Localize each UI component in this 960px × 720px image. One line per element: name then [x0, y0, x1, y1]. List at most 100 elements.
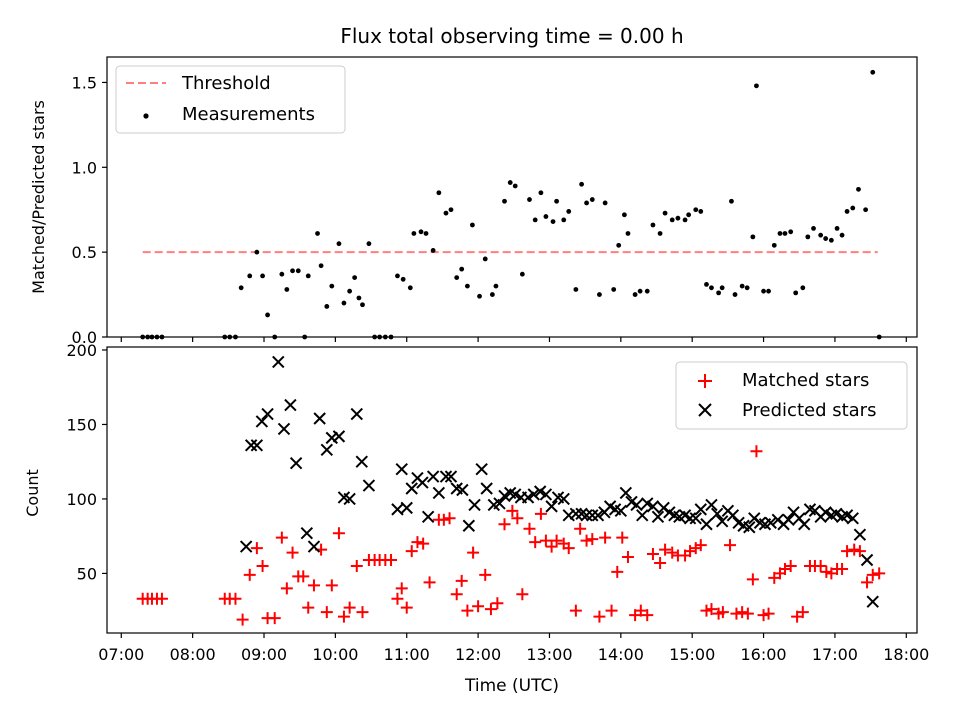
measurement-point — [863, 207, 869, 213]
legend-threshold-label: Threshold — [181, 73, 271, 94]
predicted-star-marker — [853, 528, 867, 541]
predicted-star-marker — [860, 553, 874, 567]
predicted-star-marker — [480, 482, 493, 495]
matched-star-marker — [641, 609, 654, 622]
bottom-xtick-label: 13:00 — [526, 645, 572, 664]
measurement-point — [729, 198, 734, 204]
matched-star-marker — [479, 568, 492, 581]
predicted-star-marker — [355, 455, 368, 468]
measurement-point — [675, 215, 681, 221]
measurement-point — [682, 217, 688, 223]
matched-star-marker — [736, 606, 749, 619]
matched-star-marker — [297, 570, 310, 583]
measurement-point — [573, 287, 579, 292]
predicted-star-marker — [468, 498, 481, 512]
legend-matched-swatch — [698, 374, 712, 388]
measurement-point — [561, 217, 567, 223]
matched-star-marker — [350, 559, 363, 572]
top-xticks — [120, 337, 907, 342]
measurement-point — [341, 300, 347, 306]
predicted-star-marker — [362, 479, 376, 492]
measurement-point — [527, 197, 532, 202]
measurement-point — [597, 292, 602, 297]
predicted-star-marker — [405, 482, 418, 495]
top-legend: Threshold Measurements — [115, 65, 346, 134]
matched-star-marker — [873, 567, 886, 580]
measurement-point — [459, 266, 465, 272]
matched-star-marker — [659, 543, 672, 556]
measurement-point — [324, 304, 330, 309]
matched-star-marker — [705, 603, 718, 616]
matched-star-marker — [443, 512, 456, 525]
measurement-point — [719, 285, 725, 291]
measurement-point — [265, 312, 270, 318]
matched-star-marker — [307, 579, 320, 592]
predicted-star-marker — [866, 595, 879, 608]
measurement-point — [418, 229, 424, 235]
measurement-point — [739, 283, 745, 289]
measurement-point — [637, 288, 643, 294]
bottom-xlabel: Time (UTC) — [464, 676, 559, 696]
top-title: Flux total observing time = 0.00 h — [340, 24, 683, 48]
measurement-point — [247, 273, 253, 279]
measurement-point — [543, 214, 549, 219]
measurement-point — [336, 241, 342, 247]
measurement-point — [805, 234, 811, 240]
predicted-star-marker — [764, 516, 777, 529]
measurement-point — [395, 273, 400, 279]
measurement-point — [502, 198, 507, 204]
measurement-point — [709, 285, 714, 291]
measurement-point — [704, 281, 709, 287]
measurement-point — [693, 207, 699, 213]
measurement-point — [771, 242, 777, 248]
predicted-star-marker — [705, 498, 718, 512]
measurement-point — [538, 190, 544, 196]
measurement-point — [512, 183, 518, 189]
bottom-axes-frame — [106, 346, 918, 634]
predicted-star-marker — [636, 509, 649, 522]
matched-star-marker — [498, 518, 511, 531]
measurement-point — [761, 288, 766, 294]
matched-stars-points — [136, 445, 886, 626]
matched-star-marker — [229, 592, 242, 605]
predicted-star-marker — [350, 407, 363, 421]
matched-star-marker — [523, 522, 536, 535]
matched-star-marker — [569, 604, 582, 617]
matched-star-marker — [762, 607, 775, 620]
measurement-point — [622, 212, 627, 218]
measurement-point — [844, 209, 850, 214]
matched-star-marker — [654, 556, 667, 569]
matched-star-marker — [814, 559, 827, 572]
measurement-point — [356, 295, 362, 301]
measurement-point — [566, 209, 572, 214]
predicted-star-marker — [798, 518, 811, 531]
measurement-point — [818, 232, 824, 238]
matched-star-marker — [550, 534, 563, 547]
measurement-point — [834, 225, 840, 231]
matched-star-marker — [286, 546, 299, 559]
legend-measurements-label: Measurements — [182, 104, 315, 125]
measurement-point — [554, 198, 560, 204]
measurement-point — [579, 181, 584, 187]
bottom-xtick-label: 10:00 — [312, 645, 358, 664]
matched-star-marker — [280, 582, 293, 595]
measurement-point — [650, 222, 656, 228]
predicted-star-marker — [545, 500, 558, 513]
matched-star-marker — [337, 610, 350, 623]
bottom-ylabel: Count — [23, 469, 42, 517]
predicted-star-marker — [580, 509, 593, 522]
measurement-point — [295, 268, 301, 274]
bottom-xtick-label: 08:00 — [170, 645, 216, 664]
bottom-xtick-label: 17:00 — [812, 645, 858, 664]
predicted-star-marker — [591, 509, 605, 522]
matched-star-marker — [275, 531, 288, 544]
measurement-point — [686, 212, 692, 218]
predicted-star-marker — [432, 486, 446, 500]
predicted-stars-points — [239, 355, 879, 608]
measurement-point — [754, 83, 759, 89]
matched-star-marker — [746, 573, 759, 586]
measurement-point — [793, 290, 799, 296]
matched-star-marker — [325, 579, 338, 592]
measurement-point — [430, 248, 436, 253]
predicted-star-marker — [527, 488, 540, 501]
